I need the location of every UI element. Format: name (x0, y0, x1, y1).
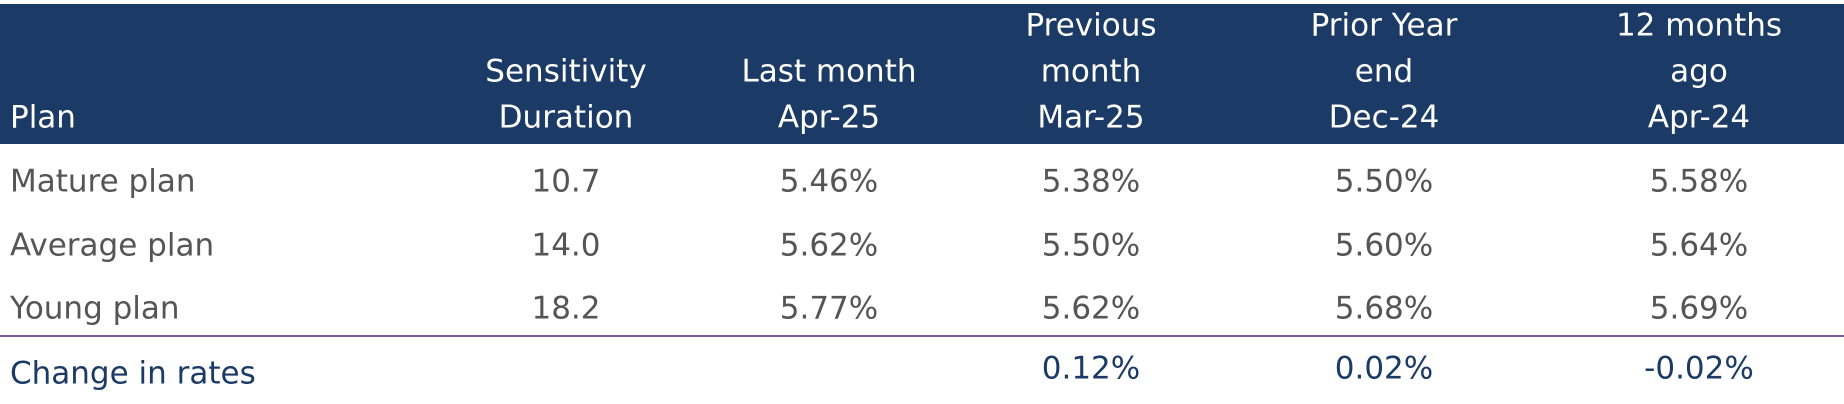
header-cell: Duration (499, 100, 634, 136)
header-cell: Dec-24 (1329, 100, 1440, 136)
header-cell: end (1355, 54, 1413, 90)
header-cell: Plan (10, 100, 76, 136)
table-cell: Average plan (10, 228, 214, 264)
table-cell: 5.62% (1042, 291, 1140, 327)
table-cell: 5.50% (1042, 228, 1140, 264)
change-label: Change in rates (10, 356, 256, 392)
table-cell: 5.60% (1335, 228, 1433, 264)
header-cell: Previous (1025, 8, 1156, 44)
table-cell: 5.62% (780, 228, 878, 264)
change-value: 0.02% (1335, 351, 1433, 387)
table-cell: 5.68% (1335, 291, 1433, 327)
header-cell: Mar-25 (1037, 100, 1144, 136)
header-background (0, 4, 1844, 144)
table-cell: 18.2 (531, 291, 600, 327)
header-cell: month (1041, 54, 1142, 90)
header-cell: Sensitivity (485, 54, 646, 90)
table-cell: 5.69% (1650, 291, 1748, 327)
header-cell: Apr-24 (1648, 100, 1750, 136)
header-cell: ago (1670, 54, 1728, 90)
header-cell: Last month (741, 54, 916, 90)
table-cell: 5.77% (780, 291, 878, 327)
table-cell: 5.46% (780, 164, 878, 200)
change-value: 0.12% (1042, 351, 1140, 387)
header-cell: Prior Year (1311, 8, 1458, 44)
table-cell: 5.50% (1335, 164, 1433, 200)
table-cell: 5.58% (1650, 164, 1748, 200)
table-cell: 10.7 (531, 164, 600, 200)
header-cell: Apr-25 (778, 100, 880, 136)
header-cell: 12 months (1616, 8, 1782, 44)
table-cell: 14.0 (531, 228, 600, 264)
table-cell: Young plan (9, 291, 180, 327)
table-cell: 5.64% (1650, 228, 1748, 264)
table-cell: Mature plan (10, 164, 195, 200)
table-cell: 5.38% (1042, 164, 1140, 200)
change-value: -0.02% (1644, 351, 1754, 387)
